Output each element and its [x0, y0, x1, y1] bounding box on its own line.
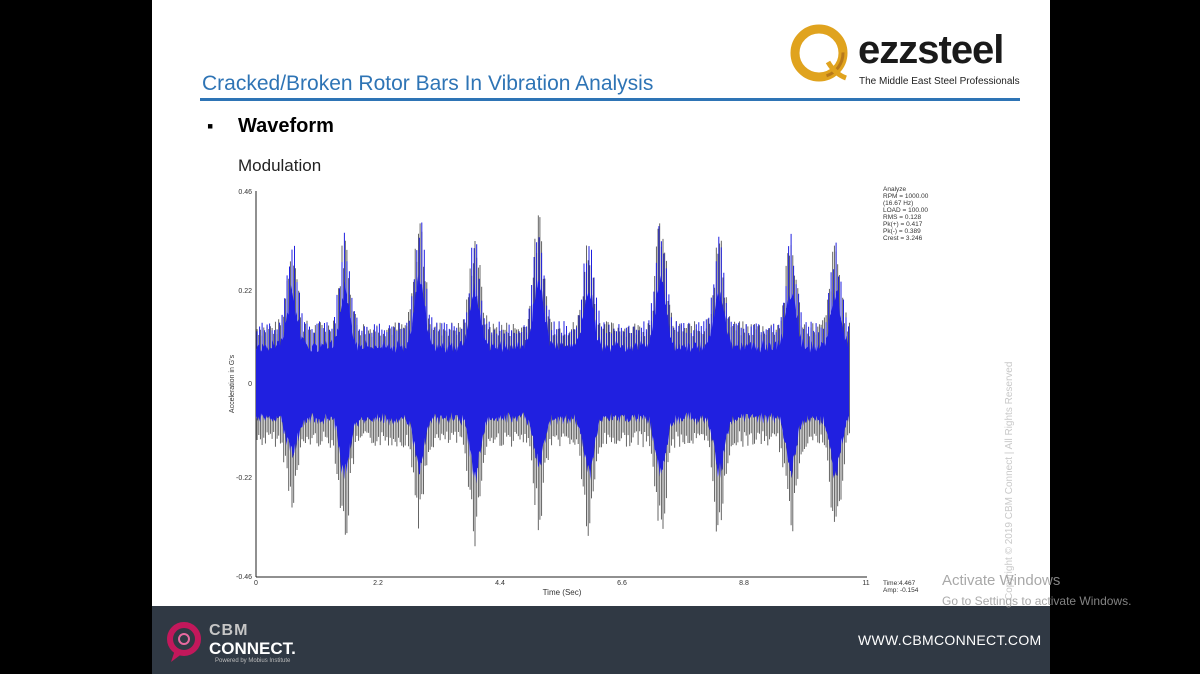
- bullet-icon: ▪: [207, 116, 214, 136]
- y-tick-label: 0.22: [238, 288, 252, 295]
- cursor-readout: Time:4.467 Amp: -0.154: [883, 580, 919, 594]
- waveform-core: [256, 274, 850, 484]
- info-box: Analyze RPM = 1000.00 (16.67 Hz) LOAD = …: [883, 186, 929, 242]
- bullet-heading: Waveform: [238, 115, 334, 137]
- info-line: Pk(-) = 0.389: [883, 228, 921, 235]
- info-line: (16.67 Hz): [883, 200, 913, 207]
- title-underline: [200, 98, 1020, 101]
- slide-title: Cracked/Broken Rotor Bars In Vibration A…: [202, 72, 654, 95]
- waveform-series: [256, 215, 850, 547]
- website-link[interactable]: WWW.CBMCONNECT.COM: [858, 632, 1042, 648]
- logo-tagline: The Middle East Steel Professionals: [859, 76, 1020, 87]
- cursor-time: Time:4.467: [883, 580, 916, 587]
- info-line: RMS = 0.128: [883, 214, 922, 221]
- brand-tagline: Powered by Mobius Institute: [215, 658, 291, 664]
- brand-line2: CONNECT.: [209, 639, 296, 658]
- x-axis-label: Time (Sec): [543, 588, 582, 597]
- subheading: Modulation: [238, 156, 322, 175]
- y-tick-label: 0: [248, 381, 252, 388]
- activate-windows-title: Activate Windows: [942, 572, 1061, 589]
- info-line: Pk(+) = 0.417: [883, 221, 923, 228]
- cursor-amp: Amp: -0.154: [883, 587, 919, 594]
- footer-bar: CBM CONNECT. Powered by Mobius Institute…: [152, 606, 1050, 674]
- ezzsteel-ring-icon: [790, 24, 848, 82]
- x-tick-label: 2.2: [373, 580, 383, 587]
- info-line: Crest = 3.246: [883, 235, 923, 242]
- info-line: Analyze: [883, 186, 907, 193]
- x-tick-label: 6.6: [617, 580, 627, 587]
- x-tick-label: 4.4: [495, 580, 505, 587]
- slide: Cracked/Broken Rotor Bars In Vibration A…: [152, 0, 1050, 674]
- y-tick-label: -0.22: [236, 475, 252, 482]
- brand-line1: CBM: [209, 622, 249, 639]
- copyright-watermark: Copyright © 2019 CBM Connect | All Right…: [1004, 361, 1015, 600]
- activate-windows-hint[interactable]: Go to Settings to activate Windows.: [942, 594, 1132, 608]
- ezzsteel-logo: ezzsteel The Middle East Steel Professio…: [788, 22, 1028, 92]
- y-axis-label: Acceleration in G's: [229, 354, 236, 413]
- logo-wordmark: ezzsteel: [858, 28, 1004, 72]
- x-tick-label: 11: [862, 580, 869, 587]
- info-line: RPM = 1000.00: [883, 193, 929, 200]
- x-tick-label: 0: [254, 580, 258, 587]
- x-tick-label: 8.8: [739, 580, 749, 587]
- info-line: LOAD = 100.00: [883, 207, 928, 214]
- cbm-connect-icon: [167, 622, 201, 662]
- waveform-peaks: [256, 222, 849, 384]
- y-tick-label: 0.46: [238, 189, 252, 196]
- y-tick-label: -0.46: [236, 574, 252, 581]
- waveform-chart: 0.46 0.22 0 -0.22 -0.46 0 2.2 4.4 6.6 8.…: [229, 186, 929, 597]
